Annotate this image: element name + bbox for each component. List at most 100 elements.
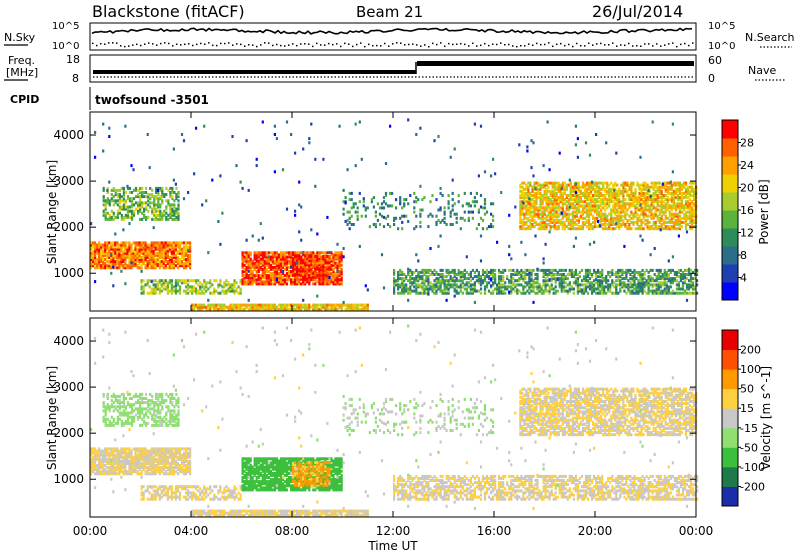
power-cell — [656, 187, 659, 191]
power-cell — [245, 267, 248, 271]
power-cell — [445, 283, 448, 287]
power-cell — [177, 217, 180, 221]
power-cell — [575, 223, 578, 226]
power-cell — [579, 214, 582, 218]
power-cell — [533, 225, 536, 229]
power-cell — [219, 291, 222, 295]
power-cell — [168, 245, 171, 249]
power-cell — [334, 305, 337, 309]
power-cell — [265, 257, 268, 261]
power-cell — [233, 305, 236, 309]
power-cell — [324, 259, 327, 263]
power-cell — [285, 257, 289, 261]
power-cell — [594, 181, 597, 185]
power-cell — [634, 206, 637, 210]
power-cell — [397, 279, 400, 283]
power-cell — [688, 227, 692, 231]
power-cell — [96, 262, 99, 266]
power-cell — [676, 227, 679, 231]
power-cell — [604, 208, 607, 212]
power-cell — [663, 268, 666, 272]
search-noise-point — [480, 44, 482, 47]
power-cell — [539, 200, 542, 204]
power-cell — [350, 305, 353, 309]
power-cell — [201, 291, 204, 295]
power-cell — [169, 209, 172, 213]
power-cell — [290, 282, 293, 286]
power-cell — [261, 272, 264, 276]
power-cell — [231, 303, 234, 307]
power-cell — [539, 198, 542, 202]
power-cell — [265, 276, 268, 280]
power-cell — [530, 283, 533, 287]
power-cell — [249, 270, 252, 273]
power-cell — [537, 223, 540, 226]
power-cell — [340, 307, 343, 311]
power-cell — [500, 283, 503, 287]
power-cell — [320, 305, 323, 309]
search-noise-point — [224, 42, 226, 45]
power-cell — [652, 194, 655, 197]
power-cell — [241, 278, 244, 282]
power-cell — [600, 210, 603, 214]
power-cell — [604, 218, 607, 222]
power-cell — [292, 265, 295, 269]
power-cell — [549, 191, 552, 195]
power-cell — [176, 262, 180, 266]
power-cell — [161, 215, 164, 219]
power-cell — [532, 283, 535, 287]
power-cell — [112, 188, 115, 192]
power-cell — [611, 279, 614, 283]
power-cell — [437, 285, 440, 289]
power-cell — [275, 263, 278, 267]
power-cell — [203, 287, 206, 291]
power-cell — [403, 287, 406, 291]
power-cell — [614, 218, 617, 222]
power-cell — [544, 285, 547, 289]
power-cell — [549, 218, 552, 222]
power-cell — [545, 189, 548, 193]
power-cell — [94, 253, 97, 257]
power-cell — [156, 287, 159, 291]
power-cell — [176, 260, 180, 264]
power-cell — [654, 191, 657, 195]
power-cell — [205, 283, 208, 287]
power-cell — [626, 227, 629, 231]
power-cell — [134, 241, 137, 245]
power-cell — [263, 274, 266, 278]
power-cell — [166, 283, 169, 287]
power-cell — [669, 281, 672, 285]
power-cell — [257, 276, 260, 280]
power-cell — [144, 245, 147, 249]
power-cell — [154, 266, 157, 270]
power-cell — [294, 251, 297, 255]
power-cell — [642, 194, 645, 197]
power-cell — [600, 214, 603, 218]
power-cell — [403, 214, 406, 218]
power-cell — [569, 189, 572, 193]
search-noise-point — [112, 42, 114, 44]
power-cell — [455, 289, 458, 293]
search-noise-point — [312, 45, 314, 48]
power-cell — [657, 291, 660, 295]
power-cell — [120, 253, 123, 257]
power-cell — [168, 247, 171, 251]
power-cell — [417, 291, 420, 295]
power-cell — [415, 285, 418, 289]
power-cell — [162, 283, 165, 287]
freq-panel: Freq. [MHz] 18 8 60 0 Nave CPID twofsoun… — [4, 53, 785, 110]
power-cell — [542, 268, 545, 272]
power-cell — [673, 273, 676, 276]
power-cell — [661, 275, 664, 279]
power-cell — [634, 204, 637, 208]
power-cell — [279, 278, 283, 282]
power-cell — [688, 208, 692, 212]
power-cell — [549, 206, 552, 210]
power-cell — [279, 255, 283, 259]
power-cell — [162, 253, 165, 257]
power-cell — [692, 283, 695, 287]
power-cell — [690, 223, 694, 226]
power-cell — [118, 188, 121, 192]
power-cell — [624, 225, 627, 229]
power-cell — [397, 273, 400, 276]
